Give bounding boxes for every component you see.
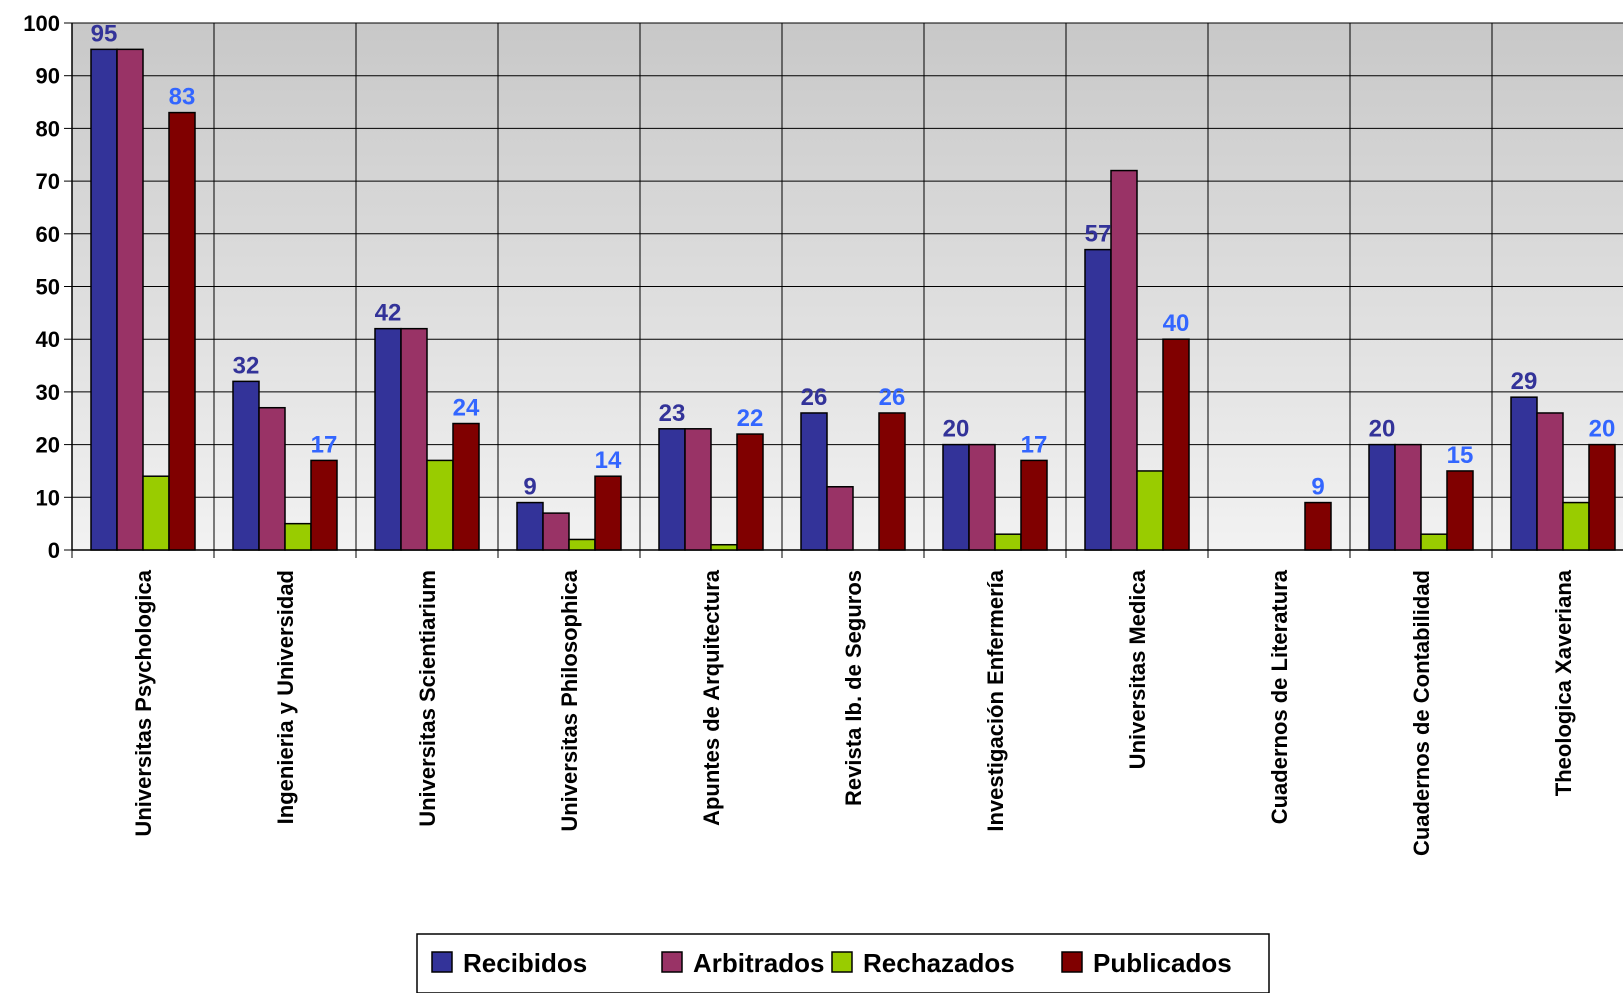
bar-arbitrados [826, 486, 854, 551]
bar-recibidos [800, 412, 828, 551]
bar-arbitrados [258, 406, 286, 551]
bar-publicados [594, 475, 622, 551]
data-label-recibidos: 42 [375, 300, 402, 327]
data-label-recibidos: 29 [1511, 368, 1538, 395]
bar-arbitrados [1536, 412, 1564, 551]
bar-recibidos [90, 48, 118, 551]
y-tick-label: 100 [23, 11, 60, 36]
bar-rechazados [1562, 501, 1590, 551]
x-tick-label: Universitas Philosophica [557, 569, 582, 831]
legend-swatch-arbitrados [661, 951, 683, 973]
bar-rechazados [710, 543, 738, 551]
data-label-publicados: 14 [595, 447, 622, 474]
bar-arbitrados [1394, 443, 1422, 551]
y-tick-label: 70 [36, 169, 60, 194]
data-label-publicados: 40 [1163, 310, 1190, 337]
bar-rechazados [1136, 470, 1164, 551]
legend-swatch-rechazados [831, 951, 853, 973]
bar-recibidos [1510, 396, 1538, 551]
x-tick-label: Apuntes de Arquitectura [699, 569, 724, 826]
data-label-recibidos: 95 [91, 20, 118, 47]
bar-rechazados [284, 522, 312, 551]
y-tick-label: 10 [36, 485, 60, 510]
bar-publicados [1446, 470, 1474, 551]
bar-publicados [1304, 501, 1332, 551]
bar-rechazados [568, 538, 596, 551]
data-label-publicados: 9 [1311, 474, 1324, 501]
bar-recibidos [1368, 443, 1396, 551]
data-label-publicados: 15 [1447, 442, 1474, 469]
data-label-recibidos: 9 [523, 474, 536, 501]
bar-arbitrados [400, 327, 428, 551]
legend-swatch-recibidos [431, 951, 453, 973]
bar-recibidos [516, 501, 544, 551]
bar-publicados [1162, 338, 1190, 551]
x-tick-label: Universitas Scientiarium [415, 570, 440, 827]
bar-arbitrados [116, 48, 144, 551]
x-tick-label: Theologica Xaveriana [1551, 569, 1576, 796]
x-tick-label: Cuadernos de Contabilidad [1409, 570, 1434, 856]
x-tick-label: Revista Ib. de Seguros [841, 570, 866, 806]
bar-publicados [168, 111, 196, 551]
data-label-publicados: 22 [737, 405, 764, 432]
y-tick-label: 30 [36, 380, 60, 405]
data-label-recibidos: 20 [1369, 416, 1396, 443]
bar-publicados [1588, 443, 1616, 551]
legend-swatch-publicados [1061, 951, 1083, 973]
y-tick-label: 50 [36, 275, 60, 300]
data-label-publicados: 83 [169, 84, 196, 111]
bar-arbitrados [542, 512, 570, 551]
bar-publicados [736, 433, 764, 551]
bar-recibidos [1084, 248, 1112, 551]
legend-label-arbitrados: Arbitrados [693, 948, 824, 978]
legend-label-recibidos: Recibidos [463, 948, 587, 978]
bar-recibidos [232, 380, 260, 551]
bar-rechazados [994, 533, 1022, 551]
data-label-recibidos: 32 [233, 352, 260, 379]
legend-label-rechazados: Rechazados [863, 948, 1015, 978]
y-tick-label: 60 [36, 222, 60, 247]
bar-recibidos [374, 327, 402, 551]
y-tick-label: 0 [48, 538, 60, 563]
bar-publicados [310, 459, 338, 551]
bar-publicados [1020, 459, 1048, 551]
data-label-publicados: 17 [311, 431, 338, 458]
bar-arbitrados [968, 443, 996, 551]
bar-arbitrados [684, 428, 712, 551]
bar-recibidos [658, 428, 686, 551]
bar-recibidos [942, 443, 970, 551]
data-label-publicados: 24 [453, 395, 480, 422]
data-label-publicados: 20 [1589, 416, 1616, 443]
y-tick-label: 20 [36, 433, 60, 458]
x-tick-label: Ingenieria y Universidad [273, 570, 298, 824]
y-tick-label: 40 [36, 327, 60, 352]
data-label-recibidos: 20 [943, 416, 970, 443]
legend-label-publicados: Publicados [1093, 948, 1232, 978]
data-label-publicados: 17 [1021, 431, 1048, 458]
y-tick-label: 80 [36, 116, 60, 141]
x-tick-label: Investigación Enfermería [983, 569, 1008, 831]
bar-publicados [878, 412, 906, 551]
data-label-recibidos: 26 [801, 384, 828, 411]
y-tick-label: 90 [36, 64, 60, 89]
bar-rechazados [1420, 533, 1448, 551]
bar-publicados [452, 422, 480, 551]
data-label-recibidos: 23 [659, 400, 686, 427]
bar-rechazados [142, 475, 170, 551]
data-label-publicados: 26 [879, 384, 906, 411]
x-tick-label: Cuadernos de Literatura [1267, 569, 1292, 824]
data-label-recibidos: 57 [1085, 221, 1112, 248]
bar-arbitrados [1110, 169, 1138, 551]
x-tick-label: Universitas Psychologica [131, 569, 156, 836]
x-tick-label: Universitas Medica [1125, 569, 1150, 769]
bar-rechazados [426, 459, 454, 551]
